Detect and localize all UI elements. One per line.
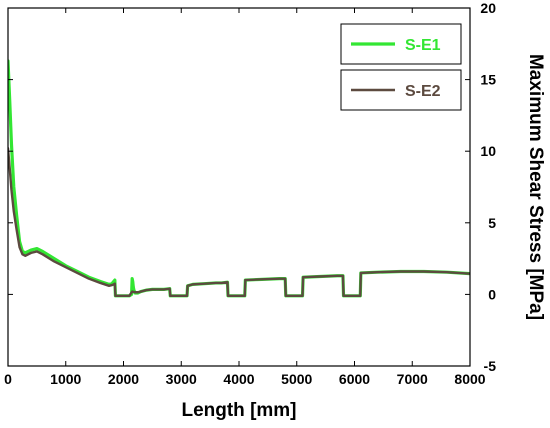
x-axis-title: Length [mm] [181,400,296,421]
x-tick-label: 6000 [339,371,370,387]
x-tick-label: 5000 [281,371,312,387]
y-tick-label: 5 [488,215,496,231]
x-tick-label: 4000 [223,371,254,387]
series-line-s-e2 [8,147,470,298]
y-tick-label: 10 [480,143,496,159]
x-tick-label: 8000 [454,371,485,387]
y-tick-label: -5 [484,358,497,374]
y-axis-title: Maximum Shear Stress [MPa] [525,54,546,320]
x-tick-label: 3000 [166,371,197,387]
ticks-layer: 0 1000 2000 3000 4000 5000 6000 7000 8000-5 0 5 10 1… [4,0,496,387]
series-layer [8,59,470,298]
legend: S-E1 S-E2 [340,23,462,111]
x-tick-label: 0 [4,371,12,387]
y-tick-label: 0 [488,286,496,302]
legend-label-s-e1: S-E1 [405,37,441,54]
x-tick-label: 1000 [50,371,81,387]
x-tick-label: 2000 [108,371,139,387]
y-tick-label: 15 [480,72,496,88]
x-tick-label: 7000 [397,371,428,387]
y-tick-label: 20 [480,0,496,16]
legend-label-s-e2: S-E2 [405,83,441,100]
